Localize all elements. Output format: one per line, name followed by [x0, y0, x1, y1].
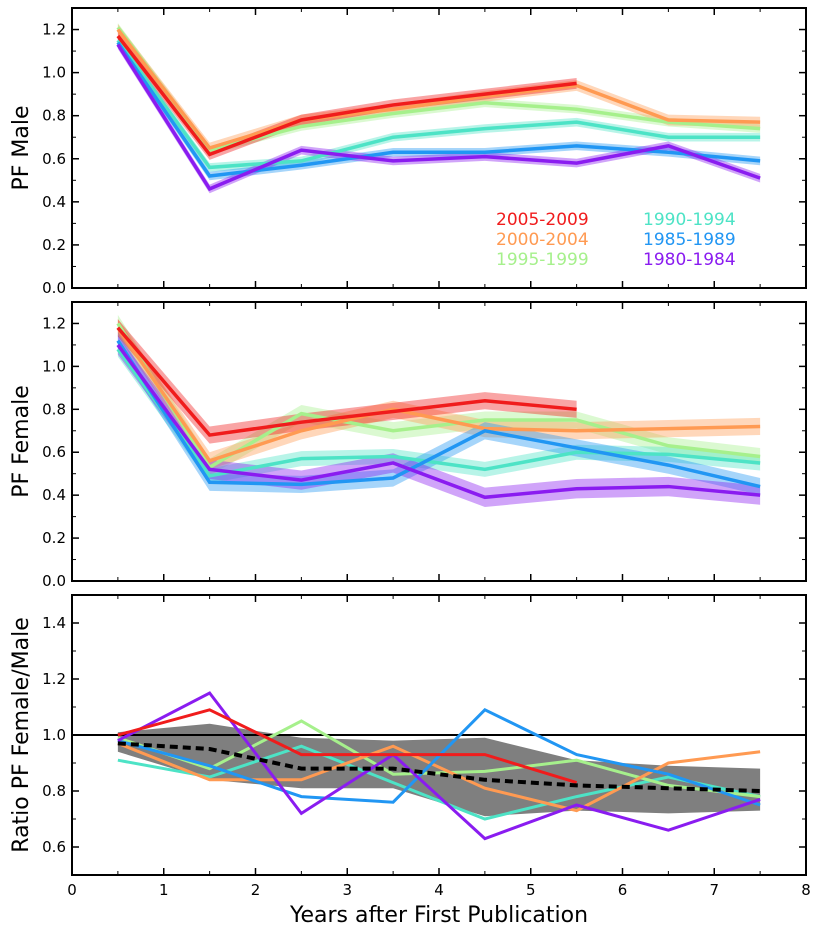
series-line-1995-1999: [117, 719, 761, 799]
x-tick-label: 0: [67, 881, 77, 899]
x-tick-label: 1: [159, 881, 169, 899]
series-line-1995-1999: [116, 322, 761, 470]
series-line-2000-2004: [116, 28, 761, 151]
y-tick-label: 0.2: [42, 529, 66, 547]
y-tick-label: 0.2: [42, 236, 66, 254]
y-tick-label: 1.4: [42, 614, 66, 632]
y-tick-label: 0.4: [42, 193, 66, 211]
band-1980-1984: [117, 40, 761, 194]
series-line-1995-1999: [116, 26, 761, 153]
panel-pf-female: 0.0 0.2 0.4 0.6 0.8 1.0 1.2 PF Female: [9, 301, 807, 590]
y-tick-label: 0.0: [42, 572, 66, 590]
plot-area: [116, 314, 761, 507]
series-line-1990-1994: [116, 348, 761, 478]
series-line-2000-2004: [116, 326, 761, 463]
x-tick-label: 7: [709, 881, 719, 899]
y-tick-label: 1.2: [42, 670, 66, 688]
band-1990-1994: [117, 341, 761, 484]
plot-area: [72, 691, 806, 841]
series-line-1985-1989: [116, 339, 761, 489]
y-tick-label: 0.8: [42, 782, 66, 800]
y-axis-label: PF Male: [9, 105, 34, 190]
legend-entry-1985-1989: 1985-1989: [643, 230, 736, 250]
x-tick-label: 2: [251, 881, 261, 899]
x-tick-label: 5: [526, 881, 536, 899]
x-tick-label: 4: [434, 881, 444, 899]
y-tick-label: 0.0: [42, 279, 66, 297]
band-1985-1989: [117, 38, 761, 181]
x-axis-label: Years after First Publication: [289, 903, 588, 928]
series-line-2005-2009: [117, 708, 578, 785]
series-line-1990-1994: [116, 39, 761, 170]
series-line-2005-2009: [116, 326, 577, 437]
y-tick-label: 0.8: [42, 400, 66, 418]
mean-line: [117, 741, 761, 793]
series-line-2005-2009: [116, 34, 577, 157]
panel-ratio-pf: 0.6 0.8 1.0 1.2 1.4 0 1 2 3 4 5 6 7 8 Ratio PF Female/…: [9, 594, 811, 899]
y-tick-label: 1.2: [42, 21, 66, 39]
legend-entry-1990-1994: 1990-1994: [643, 210, 736, 230]
x-tick-label: 8: [801, 881, 811, 899]
legend-entry-2000-2004: 2000-2004: [496, 230, 589, 250]
series-line-1980-1984: [116, 343, 761, 500]
series-line-1980-1984: [117, 691, 761, 841]
panel-pf-male: 0.0 0.2 0.4 0.6 0.8 1.0 1.2 PF Male: [9, 7, 807, 297]
y-tick-label: 0.6: [42, 838, 66, 856]
series-line-1985-1989: [116, 41, 761, 178]
y-tick-label: 0.6: [42, 150, 66, 168]
series-line-1980-1984: [116, 43, 761, 192]
y-tick-label: 1.0: [42, 726, 66, 744]
y-tick-label: 0.6: [42, 443, 66, 461]
y-tick-label: 1.0: [42, 64, 66, 82]
y-axis-label: Ratio PF Female/Male: [9, 617, 34, 852]
y-tick-label: 1.0: [42, 357, 66, 375]
y-tick-label: 1.2: [42, 314, 66, 332]
x-tick-label: 6: [618, 881, 628, 899]
legend-entry-1995-1999: 1995-1999: [496, 250, 589, 270]
y-tick-label: 0.8: [42, 107, 66, 125]
x-tick-label: 3: [342, 881, 352, 899]
plot-area: [116, 23, 761, 194]
legend-entry-2005-2009: 2005-2009: [496, 210, 589, 230]
legend-entry-1980-1984: 1980-1984: [643, 250, 736, 270]
y-tick-label: 0.4: [42, 486, 66, 504]
y-axis-label: PF Female: [9, 385, 34, 497]
